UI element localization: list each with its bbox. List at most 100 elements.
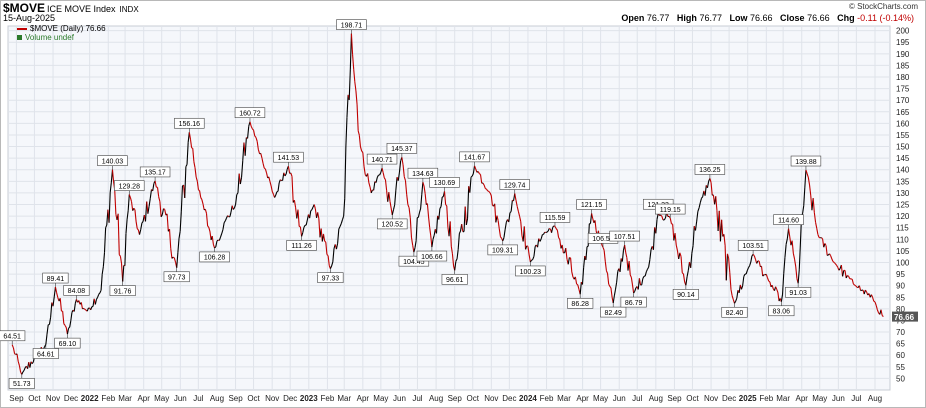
price-segment bbox=[229, 211, 232, 217]
price-segment bbox=[641, 278, 644, 285]
price-segment bbox=[613, 289, 617, 296]
open-value: 76.77 bbox=[646, 13, 670, 23]
annotation-label: 97.33 bbox=[322, 275, 340, 282]
price-segment bbox=[699, 198, 703, 203]
price-segment bbox=[274, 194, 277, 198]
price-segment bbox=[222, 222, 225, 230]
price-segment bbox=[787, 228, 791, 237]
price-segment bbox=[383, 177, 386, 180]
annotation-label: 96.61 bbox=[446, 277, 464, 284]
price-segment bbox=[48, 317, 52, 325]
price-segment bbox=[510, 200, 513, 212]
price-segment bbox=[490, 195, 493, 206]
legend-swatch-icon bbox=[17, 27, 27, 30]
price-segment bbox=[341, 215, 345, 220]
price-segment bbox=[253, 130, 256, 137]
price-segment bbox=[487, 190, 490, 192]
price-segment bbox=[753, 255, 757, 260]
annotation-label: 104.45 bbox=[403, 259, 425, 266]
close-value: 76.66 bbox=[807, 13, 830, 23]
price-segment bbox=[141, 221, 144, 224]
price-segment bbox=[309, 210, 312, 219]
price-segment bbox=[94, 299, 97, 305]
price-segment bbox=[124, 233, 127, 266]
price-segment bbox=[803, 187, 806, 206]
y-tick-label: 120 bbox=[896, 212, 910, 221]
x-tick-label: 2025 bbox=[739, 394, 757, 403]
price-segment bbox=[775, 286, 778, 290]
price-segment bbox=[56, 292, 59, 298]
price-segment bbox=[348, 69, 351, 100]
price-segment bbox=[729, 272, 732, 290]
annotation-box bbox=[377, 218, 408, 230]
price-segment bbox=[422, 182, 425, 187]
price-segment bbox=[826, 254, 829, 256]
price-segment bbox=[193, 161, 196, 168]
price-segment bbox=[166, 213, 169, 232]
price-segment bbox=[834, 263, 838, 266]
annotation-box bbox=[109, 285, 136, 296]
price-segment bbox=[781, 273, 785, 295]
price-segment bbox=[337, 229, 340, 244]
price-segment bbox=[696, 211, 699, 222]
price-segment bbox=[494, 203, 497, 223]
price-segment bbox=[679, 252, 682, 257]
price-segment bbox=[275, 191, 278, 196]
price-segment bbox=[401, 157, 404, 166]
price-segment bbox=[874, 301, 877, 306]
price-segment bbox=[379, 172, 382, 176]
price-segment bbox=[767, 277, 770, 282]
price-segment bbox=[160, 214, 163, 218]
price-segment bbox=[280, 179, 282, 181]
price-segment bbox=[184, 166, 187, 198]
price-segment bbox=[73, 303, 76, 312]
price-segment bbox=[129, 197, 133, 202]
price-segment bbox=[661, 216, 664, 221]
price-segment bbox=[870, 294, 874, 298]
annotation-label: 111.26 bbox=[291, 243, 311, 250]
y-tick-label: 70 bbox=[896, 328, 905, 337]
y-tick-label: 100 bbox=[896, 258, 910, 267]
price-segment bbox=[338, 226, 341, 230]
annotation-box bbox=[386, 142, 418, 154]
price-segment bbox=[261, 158, 264, 164]
price-segment bbox=[616, 271, 619, 283]
x-tick-label: Feb bbox=[759, 394, 773, 403]
annotation-label: 97.73 bbox=[168, 275, 186, 282]
price-segment bbox=[413, 247, 416, 253]
y-tick-label: 195 bbox=[896, 38, 910, 47]
annotation-label: 156.16 bbox=[179, 121, 201, 128]
annotation-label: 141.67 bbox=[464, 155, 486, 162]
price-segment bbox=[736, 290, 739, 299]
y-tick-label: 190 bbox=[896, 50, 910, 59]
price-segment bbox=[140, 223, 143, 230]
price-segment bbox=[496, 215, 499, 221]
price-segment bbox=[762, 274, 765, 277]
price-segment bbox=[685, 276, 688, 286]
annotation-box bbox=[42, 272, 69, 284]
price-segment bbox=[373, 181, 376, 191]
price-segment bbox=[829, 253, 832, 257]
price-segment bbox=[503, 229, 506, 238]
price-segment bbox=[86, 307, 89, 312]
y-tick-label: 105 bbox=[896, 247, 910, 256]
price-segment bbox=[340, 219, 343, 224]
price-segment bbox=[701, 196, 704, 199]
price-segment bbox=[443, 191, 447, 205]
price-segment bbox=[117, 213, 120, 255]
price-segment bbox=[570, 257, 573, 272]
price-segment bbox=[743, 273, 746, 277]
annotation-label: 89.41 bbox=[47, 276, 65, 283]
price-segment bbox=[523, 226, 527, 250]
price-segment bbox=[394, 190, 397, 205]
price-segment bbox=[17, 361, 20, 366]
price-segment bbox=[180, 185, 183, 212]
price-segment bbox=[269, 181, 272, 187]
x-tick-label: Oct bbox=[247, 394, 260, 403]
annotation-label: 140.03 bbox=[102, 158, 124, 165]
price-segment bbox=[525, 245, 528, 250]
price-segment bbox=[822, 238, 825, 248]
price-segment bbox=[329, 265, 333, 269]
price-segment bbox=[555, 228, 558, 231]
